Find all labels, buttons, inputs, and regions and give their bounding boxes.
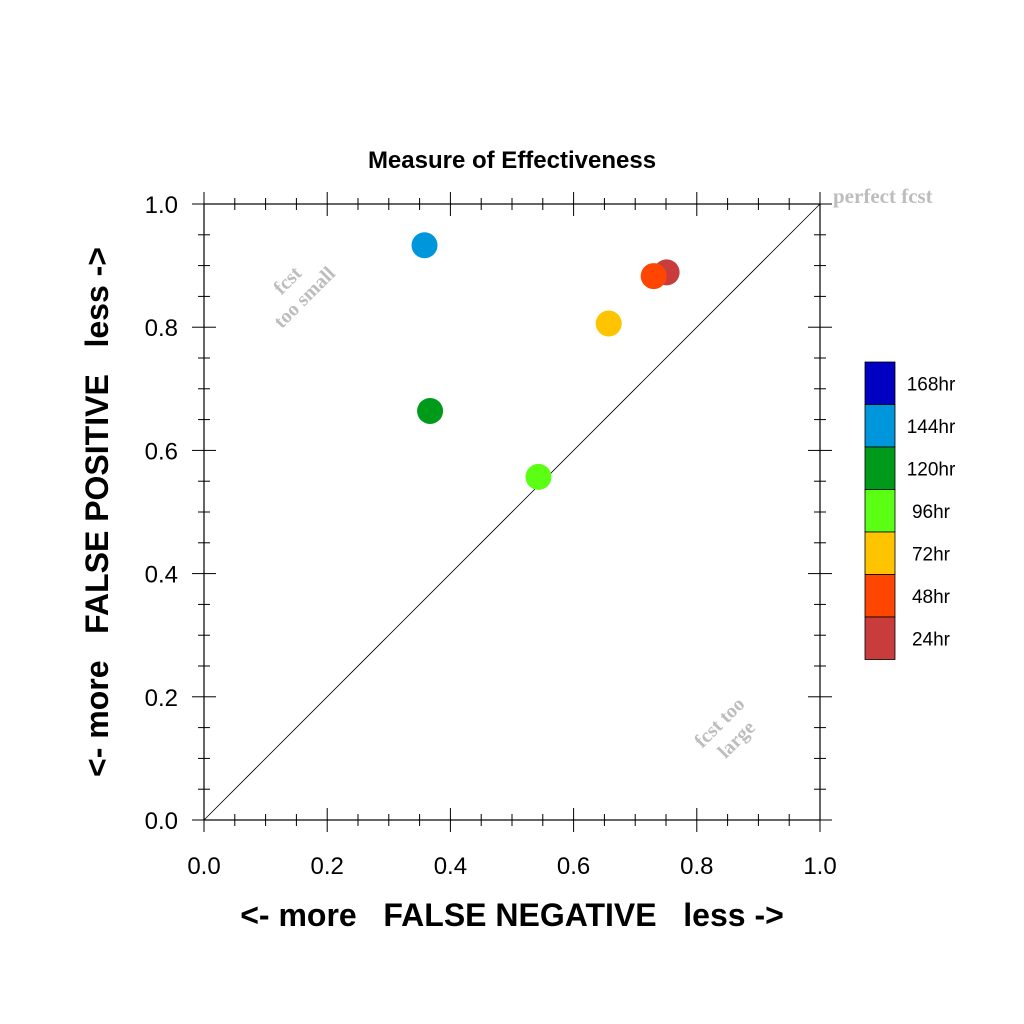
legend-swatch-24hr — [864, 616, 896, 660]
y-tick-label: 0.8 — [145, 315, 178, 342]
legend-label-168hr: 168hr — [907, 374, 956, 395]
plot-area: 0.0 0.2 0.4 0.6 0.8 1.0 0.0 0.2 0.4 0.6 0.8 1.0 — [145, 192, 837, 880]
y-tick-label: 0.0 — [145, 808, 178, 835]
legend-swatch-96hr — [864, 489, 896, 533]
legend-swatch-120hr — [864, 446, 896, 490]
data-point-48hr — [640, 263, 667, 290]
legend-swatch-144hr — [864, 404, 896, 448]
legend-swatch-72hr — [864, 531, 896, 575]
y-tick-label: 0.2 — [145, 685, 178, 712]
reference-line-group — [203, 203, 821, 821]
data-point-96hr — [525, 463, 552, 490]
y-tick-label: 0.4 — [145, 562, 178, 589]
x-tick-label: 0.2 — [311, 853, 344, 880]
x-tick-label: 1.0 — [803, 853, 836, 880]
legend-swatch-168hr — [864, 361, 896, 405]
y-tick-label: 1.0 — [145, 192, 178, 219]
x-tick-label: 0.0 — [187, 853, 220, 880]
legend-label-144hr: 144hr — [907, 417, 956, 438]
y-tick-label: 0.6 — [145, 438, 178, 465]
data-points — [411, 232, 680, 490]
y-axis-label: <- more FALSE POSITIVE less -> — [79, 247, 115, 777]
x-tick-label: 0.8 — [680, 853, 713, 880]
x-axis-label: <- more FALSE NEGATIVE less -> — [240, 897, 784, 933]
reference-diagonal — [203, 203, 821, 821]
legend-label-120hr: 120hr — [907, 459, 956, 480]
legend-label-24hr: 24hr — [912, 629, 951, 650]
data-point-72hr — [595, 310, 622, 337]
legend-swatch-48hr — [864, 574, 896, 618]
legend-label-72hr: 72hr — [912, 544, 951, 565]
chart-title: Measure of Effectiveness — [368, 147, 656, 174]
data-point-120hr — [417, 397, 444, 424]
perfect-fcst-annotation: perfect fcst — [833, 184, 933, 208]
legend-label-48hr: 48hr — [912, 587, 951, 608]
legend: 168hr 144hr 120hr 96hr 72hr 48hr 24hr — [864, 361, 956, 660]
legend-label-96hr: 96hr — [912, 502, 951, 523]
data-point-144hr — [411, 232, 438, 259]
x-tick-label: 0.4 — [434, 853, 467, 880]
x-tick-label: 0.6 — [557, 853, 590, 880]
